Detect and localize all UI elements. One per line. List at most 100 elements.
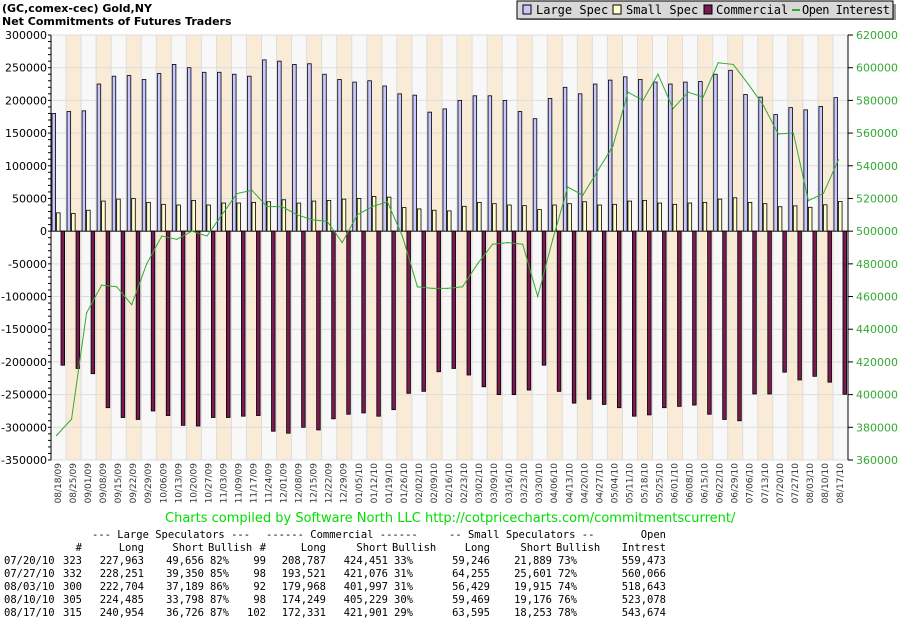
legend-commercial: Commercial	[716, 3, 788, 17]
open-interest-point	[386, 201, 388, 203]
commercial-bar	[226, 230, 231, 418]
cell-ss-bull: 78%	[558, 607, 577, 619]
bars	[51, 59, 847, 434]
large-spec-bar	[653, 81, 658, 232]
commercial-bar	[421, 230, 426, 392]
cell-ls-n: 300	[63, 581, 82, 593]
cell-ss-short: 19,176	[514, 594, 552, 606]
small-spec-bar	[417, 208, 422, 232]
cell-c-long: 208,787	[281, 555, 326, 567]
cell-c-n: 92	[253, 581, 266, 593]
x-tick-label: 12/01/09	[280, 463, 290, 504]
small-spec-bar	[717, 198, 723, 232]
y-tick-label: -300000	[1, 421, 47, 434]
cell-c-short: 421,901	[343, 607, 388, 619]
cell-ss-short: 18,253	[514, 607, 552, 619]
commercial-bar	[481, 230, 487, 388]
x-tick-label: 05/18/10	[640, 463, 650, 504]
open-interest-point	[552, 238, 554, 240]
commercial-bar	[812, 230, 817, 377]
open-interest-point	[672, 107, 674, 110]
small-spec-bar	[732, 197, 738, 232]
col-ls-long: Long	[118, 542, 144, 554]
commercial-bar	[707, 230, 712, 415]
small-spec-bar	[642, 200, 647, 232]
open-interest-line	[55, 62, 840, 437]
cell-ls-short: 37,189	[166, 581, 204, 593]
open-interest-point	[732, 63, 734, 66]
large-spec-bar	[728, 69, 733, 232]
commercial-bar	[180, 230, 186, 426]
commercial-bar	[165, 230, 171, 416]
large-spec-bar	[773, 114, 778, 232]
cell-c-short: 424,451	[343, 555, 388, 567]
x-tick-label: 08/03/10	[806, 463, 816, 504]
commercial-bar	[391, 230, 396, 411]
open-interest-point	[85, 312, 88, 314]
open-interest-point	[522, 243, 524, 245]
small-spec-bar	[747, 201, 753, 232]
large-spec-bar	[683, 81, 688, 232]
commercial-bar	[406, 230, 411, 394]
cell-oi: 560,066	[621, 568, 666, 580]
cell-c-short: 401,997	[343, 581, 388, 593]
open-interest-point	[70, 418, 73, 420]
x-tick-label: 12/29/09	[340, 463, 350, 504]
legend-small-spec: Small Spec	[626, 3, 698, 17]
commercial-bar	[662, 230, 667, 409]
open-interest-point	[221, 214, 223, 216]
x-tick-label: 02/23/10	[460, 463, 470, 504]
small-spec-bar	[672, 203, 678, 232]
commercial-bar	[75, 230, 81, 369]
small-spec-bar	[56, 212, 61, 232]
x-tick-label: 08/18/09	[54, 463, 64, 504]
commercial-bar	[301, 230, 306, 428]
open-interest-point	[146, 263, 148, 265]
open-interest-point	[176, 238, 178, 240]
commercial-bar	[797, 230, 802, 381]
y2-tick-label: 580000	[856, 94, 898, 107]
y-tick-label: -100000	[1, 291, 47, 304]
cell-ls-short: 49,656	[166, 555, 204, 567]
y2-tick-label: 620000	[856, 29, 898, 42]
small-spec-bar	[341, 198, 347, 232]
small-spec-bar	[281, 199, 287, 232]
x-tick-label: 08/25/09	[69, 463, 79, 504]
x-tick-label: 03/09/10	[490, 463, 500, 504]
cell-oi: 518,643	[621, 581, 666, 593]
col-ss-long: Long	[464, 542, 490, 554]
x-tick-label: 05/11/10	[625, 463, 635, 504]
commercial-bar	[120, 230, 126, 418]
commercial-bar	[496, 230, 502, 396]
commercial-bar	[647, 230, 652, 416]
x-tick-label: 03/16/10	[505, 463, 515, 504]
open-interest-point	[296, 214, 298, 216]
col-ls-bullish: Bullish	[208, 542, 253, 554]
commercial-bar	[60, 230, 65, 366]
small-spec-bar	[507, 204, 512, 232]
small-spec-bar	[657, 202, 663, 232]
open-interest-point	[807, 200, 809, 202]
large-spec-bar	[66, 111, 72, 232]
large-spec-bar	[367, 80, 372, 232]
cell-c-long: 174,249	[281, 594, 326, 606]
commercial-bar	[210, 230, 216, 418]
small-spec-bar	[116, 198, 121, 232]
x-tick-label: 01/26/10	[400, 463, 410, 504]
cell-ss-bull: 72%	[558, 568, 577, 580]
x-tick-label: 09/01/09	[84, 463, 94, 504]
commercial-bar	[616, 230, 622, 409]
commercial-bar	[105, 230, 111, 409]
header-large-speculators: --- Large Speculators ---	[92, 529, 251, 541]
x-tick-label: 10/27/09	[204, 463, 214, 504]
open-interest-point	[326, 220, 328, 222]
y2-tick-label: 520000	[856, 192, 898, 205]
large-spec-bar	[352, 81, 357, 232]
y-tick-label: -200000	[1, 356, 47, 369]
commercial-bar	[150, 230, 156, 412]
small-spec-bar	[251, 201, 256, 232]
x-tick-label: 06/01/10	[671, 463, 681, 504]
small-spec-bar	[221, 202, 226, 232]
large-spec-bar	[562, 86, 568, 232]
x-tick-label: 10/20/09	[189, 463, 199, 504]
